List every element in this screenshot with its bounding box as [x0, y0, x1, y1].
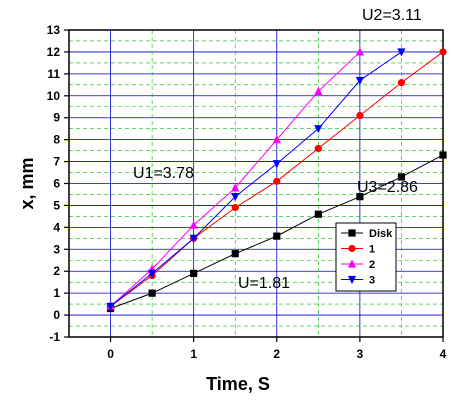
y-tick-label: 5	[53, 198, 60, 212]
legend-marker	[347, 259, 357, 268]
x-tick-label: 2	[273, 347, 280, 361]
data-point	[190, 269, 198, 278]
data-point	[231, 183, 240, 192]
y-tick-label: 10	[47, 89, 61, 103]
data-point	[314, 210, 322, 218]
data-point	[397, 173, 406, 181]
y-tick-label: 12	[47, 45, 61, 59]
y-tick-label: 7	[53, 155, 60, 169]
annotation-u: U=1.81	[238, 275, 290, 292]
data-point	[231, 193, 240, 202]
series-disk	[106, 151, 447, 313]
annotation-u3: U3=2.86	[357, 179, 418, 196]
legend-label: 1	[369, 244, 375, 256]
y-tick-label: 11	[47, 67, 60, 81]
data-point	[148, 289, 156, 297]
legend-marker	[347, 275, 357, 285]
legend-marker	[348, 244, 356, 253]
legend-entry: Disk	[341, 228, 393, 240]
data-point	[148, 269, 157, 279]
x-tick-label: 1	[190, 347, 197, 361]
data-point	[397, 48, 406, 57]
x-tick-label: 0	[107, 347, 114, 361]
legend: Disk 1 2 3	[335, 222, 397, 292]
y-tick-label: 9	[53, 111, 60, 125]
legend-label: Disk	[369, 228, 393, 240]
x-axis-title: Time, S	[206, 374, 270, 394]
series-line	[110, 51, 402, 307]
data-point	[314, 86, 323, 95]
data-point	[231, 250, 239, 258]
data-point	[356, 111, 364, 120]
y-tick-label: 8	[53, 133, 60, 147]
data-point	[272, 160, 281, 169]
data-point	[106, 302, 115, 311]
data-point	[439, 151, 447, 159]
data-point	[189, 220, 198, 229]
series-2	[106, 47, 364, 310]
annotation-u1: U1=3.78	[133, 165, 194, 182]
data-point	[273, 232, 281, 240]
data-point	[356, 193, 364, 201]
legend-entry: 1	[341, 244, 375, 256]
annotation-u2: U2=3.11	[362, 7, 422, 24]
data-point	[273, 177, 281, 185]
legend-entry: 3	[341, 275, 375, 287]
legend-marker	[348, 229, 356, 237]
y-tick-label: 6	[53, 177, 60, 191]
y-tick-label: 1	[53, 286, 60, 300]
series-group	[106, 47, 447, 313]
x-tick-label: 3	[357, 347, 364, 361]
annotations: U2=3.11 U3=2.86 U1=3.78 U=1.81	[133, 7, 422, 292]
data-point	[189, 234, 198, 243]
data-point	[355, 47, 364, 56]
data-point	[397, 79, 406, 87]
y-tick-label: 13	[47, 23, 61, 37]
legend-label: 3	[369, 275, 375, 287]
data-point	[231, 204, 239, 212]
data-point	[439, 48, 447, 56]
legend-entry: 2	[341, 259, 375, 271]
y-tick-label: 2	[53, 264, 60, 278]
x-tick-label: 4	[440, 347, 447, 361]
y-axis-title: x, mm	[17, 157, 37, 209]
series-3	[106, 48, 406, 311]
data-point	[314, 125, 323, 134]
data-point	[314, 144, 322, 153]
y-tick-label: 4	[53, 220, 60, 234]
legend-label: 2	[369, 259, 375, 271]
data-point	[355, 76, 364, 86]
data-point	[272, 135, 281, 144]
y-tick-label: 0	[53, 308, 60, 322]
y-tick-label: 3	[53, 242, 60, 256]
y-tick-label: -1	[49, 330, 60, 344]
